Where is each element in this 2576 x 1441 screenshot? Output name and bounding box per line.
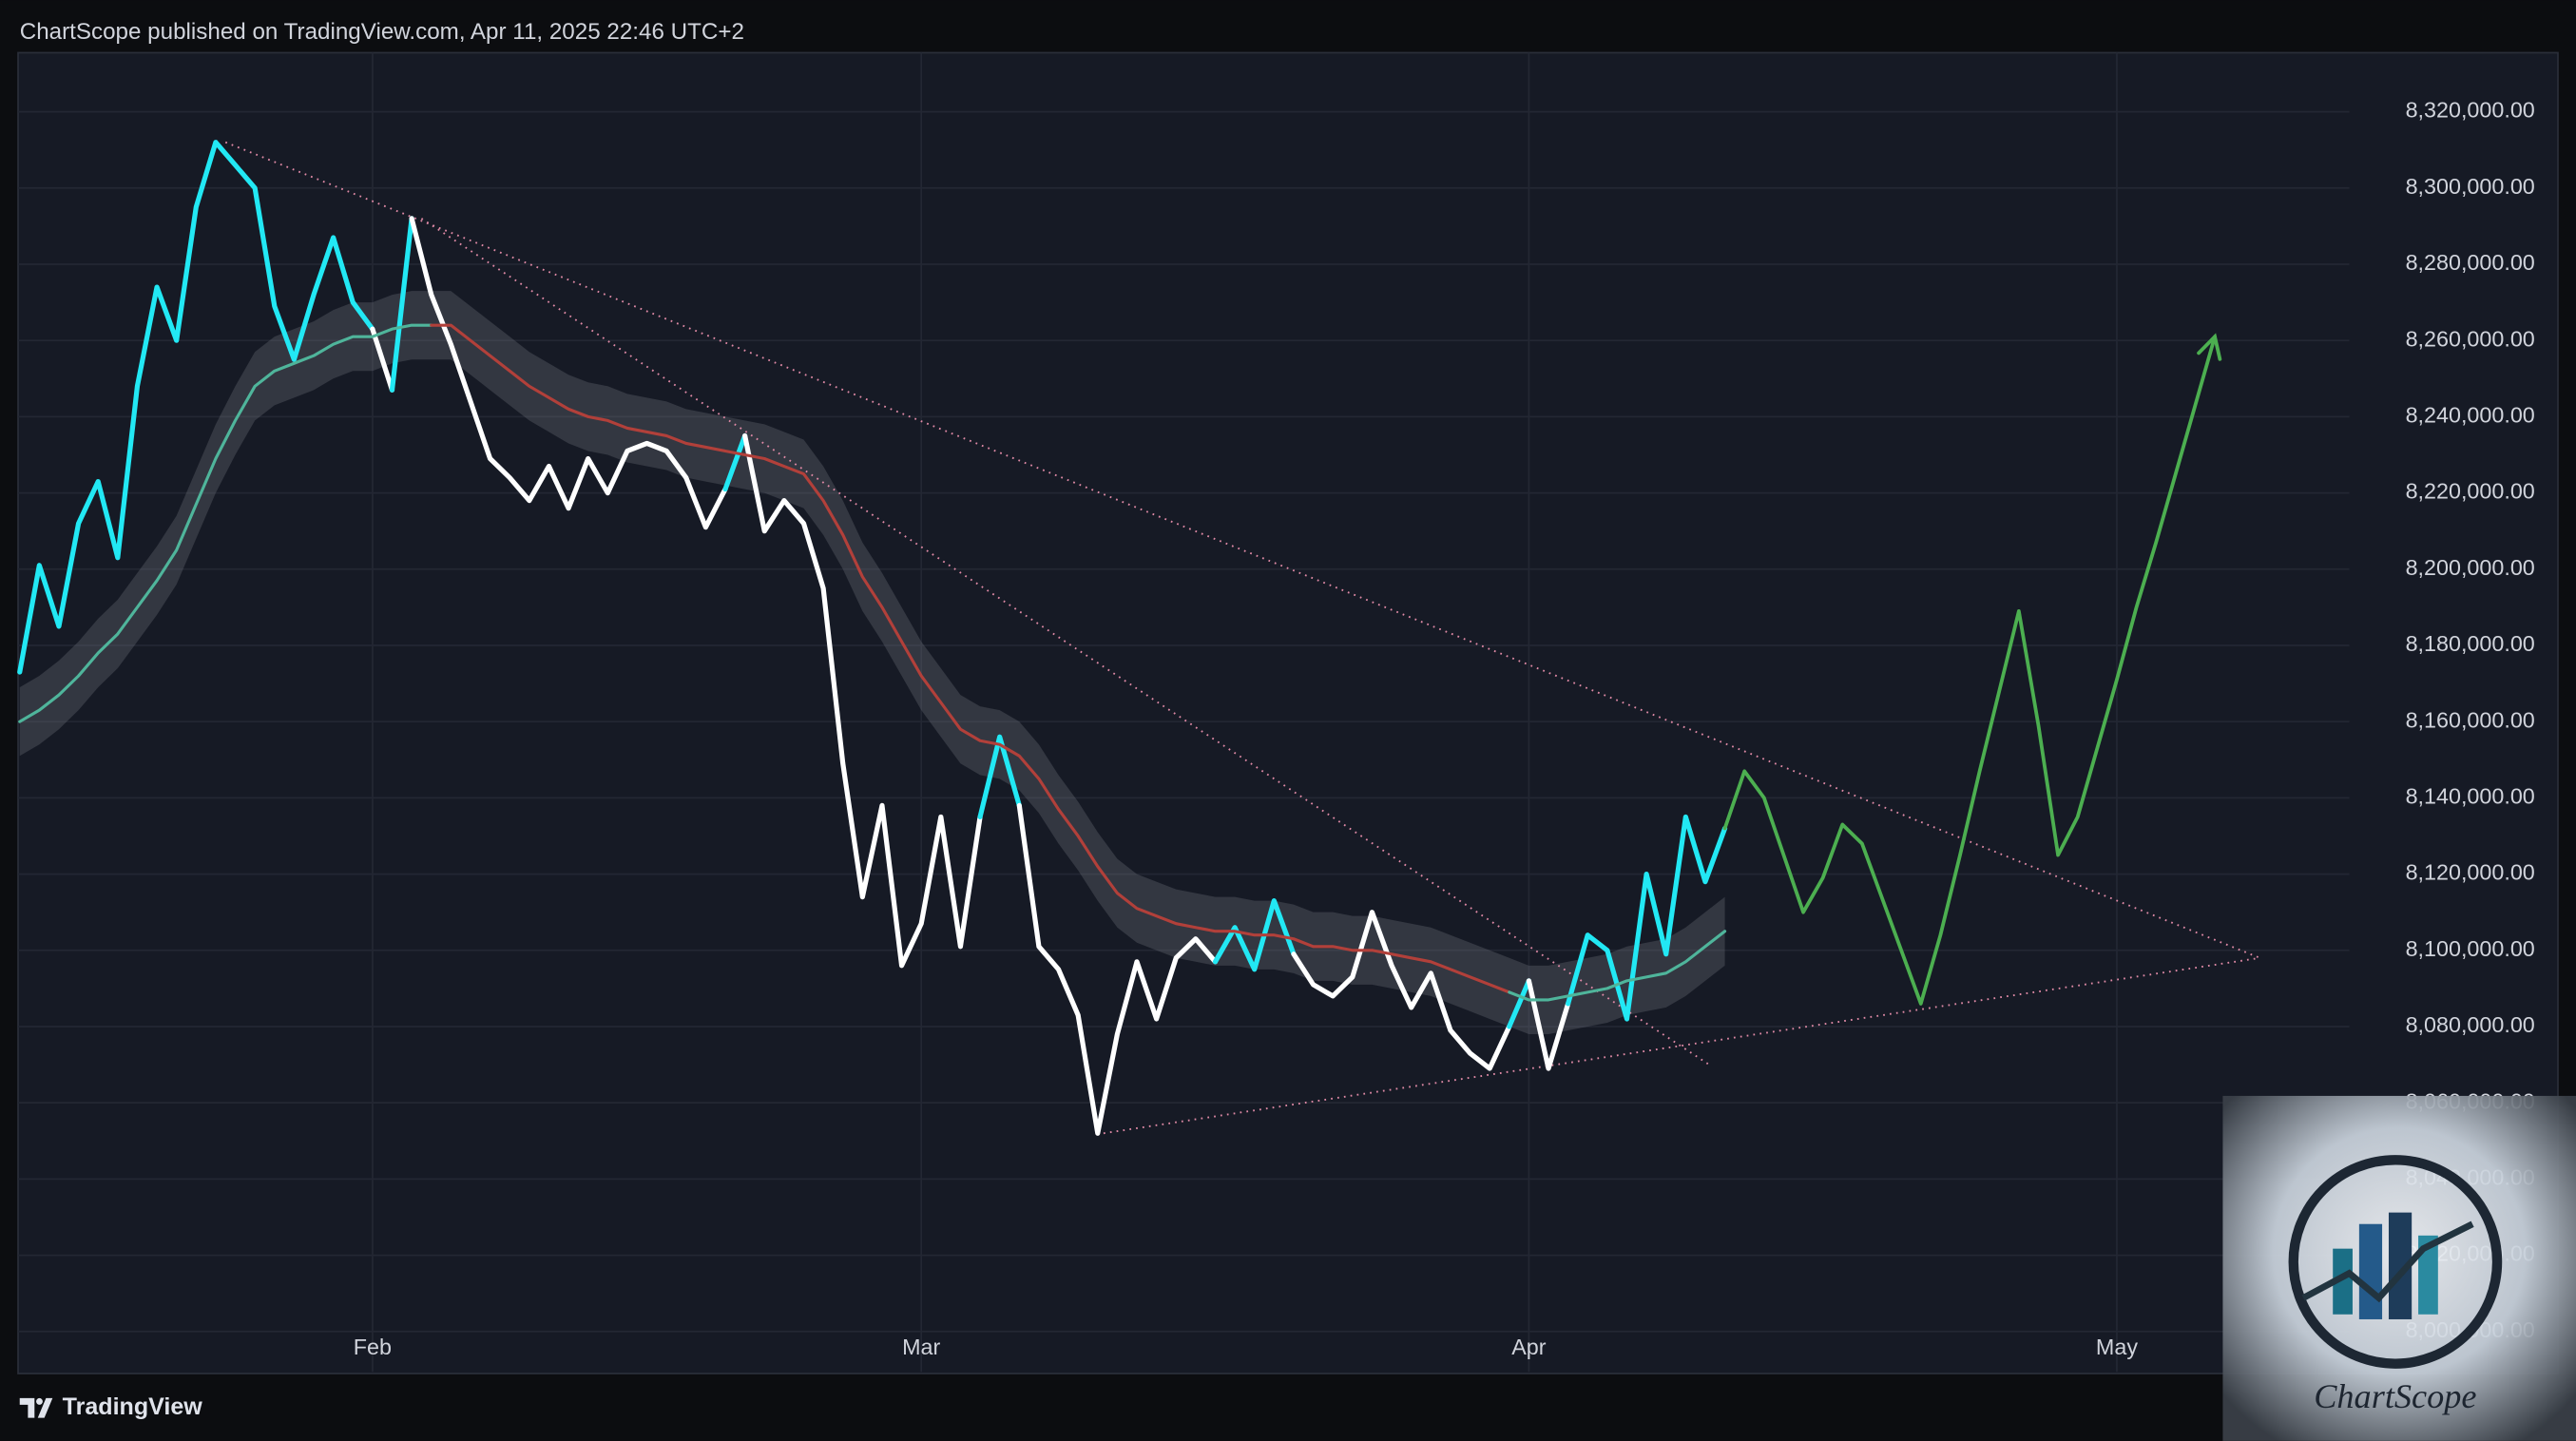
x-tick-label: Feb	[354, 1335, 392, 1359]
series-line	[389, 216, 414, 393]
logo-icon	[19, 1397, 53, 1418]
series-line	[977, 734, 1022, 820]
series-line	[409, 216, 728, 530]
y-tick-label: 8,200,000.00	[2406, 555, 2535, 580]
y-tick-label: 8,320,000.00	[2406, 98, 2535, 123]
trendline	[420, 218, 1710, 1066]
x-tick-label: Mar	[902, 1335, 940, 1359]
y-tick-label: 8,280,000.00	[2406, 250, 2535, 275]
y-tick-label: 8,220,000.00	[2406, 479, 2535, 504]
y-tick-label: 8,140,000.00	[2406, 784, 2535, 809]
watermark-ring	[2288, 1155, 2503, 1369]
y-tick-label: 8,160,000.00	[2406, 707, 2535, 732]
series-line	[1016, 802, 1219, 1136]
logo-dot	[36, 1397, 43, 1405]
tv-logo	[19, 1397, 53, 1418]
y-tick-label: 8,100,000.00	[2406, 936, 2535, 961]
y-tick-label: 8,120,000.00	[2406, 860, 2535, 885]
y-tick-label: 8,260,000.00	[2406, 326, 2535, 351]
watermark-bar	[2333, 1248, 2353, 1315]
arrow-head	[2197, 333, 2222, 361]
x-tick-label: May	[2096, 1335, 2138, 1359]
footer-brand: TradingView	[63, 1393, 203, 1420]
x-tick-label: Apr	[1511, 1335, 1547, 1359]
y-tick-label: 8,240,000.00	[2406, 403, 2535, 428]
series-line	[1508, 930, 1727, 1002]
grid	[18, 52, 2350, 1373]
series-line	[1526, 978, 1571, 1071]
series-line	[370, 326, 395, 393]
y-tick-label: 8,180,000.00	[2406, 631, 2535, 656]
plot-area	[17, 51, 2559, 1374]
y-tick-label: 8,080,000.00	[2406, 1012, 2535, 1037]
watermark-text: ChartScope	[2314, 1377, 2476, 1415]
watermark-arrow	[2301, 1220, 2474, 1303]
watermark-bar	[2418, 1235, 2438, 1315]
series-line	[430, 323, 1511, 994]
series-line	[17, 140, 375, 675]
header: ChartScope published on TradingView.com,…	[20, 19, 744, 45]
series-line	[1291, 910, 1512, 1071]
series-line	[1566, 814, 1728, 1022]
y-tick-label: 8,300,000.00	[2406, 174, 2535, 199]
watermark: ChartScope	[2222, 1095, 2576, 1441]
series-line	[1212, 898, 1297, 972]
series-line	[1507, 978, 1531, 1029]
series-line	[1722, 335, 2217, 1006]
series-line	[722, 432, 748, 492]
series-line	[18, 323, 433, 723]
series-line	[742, 432, 983, 969]
watermark-bar	[2358, 1223, 2383, 1319]
marks: 8,000,000.008,020,000.008,040,000.008,06…	[17, 98, 2535, 1359]
